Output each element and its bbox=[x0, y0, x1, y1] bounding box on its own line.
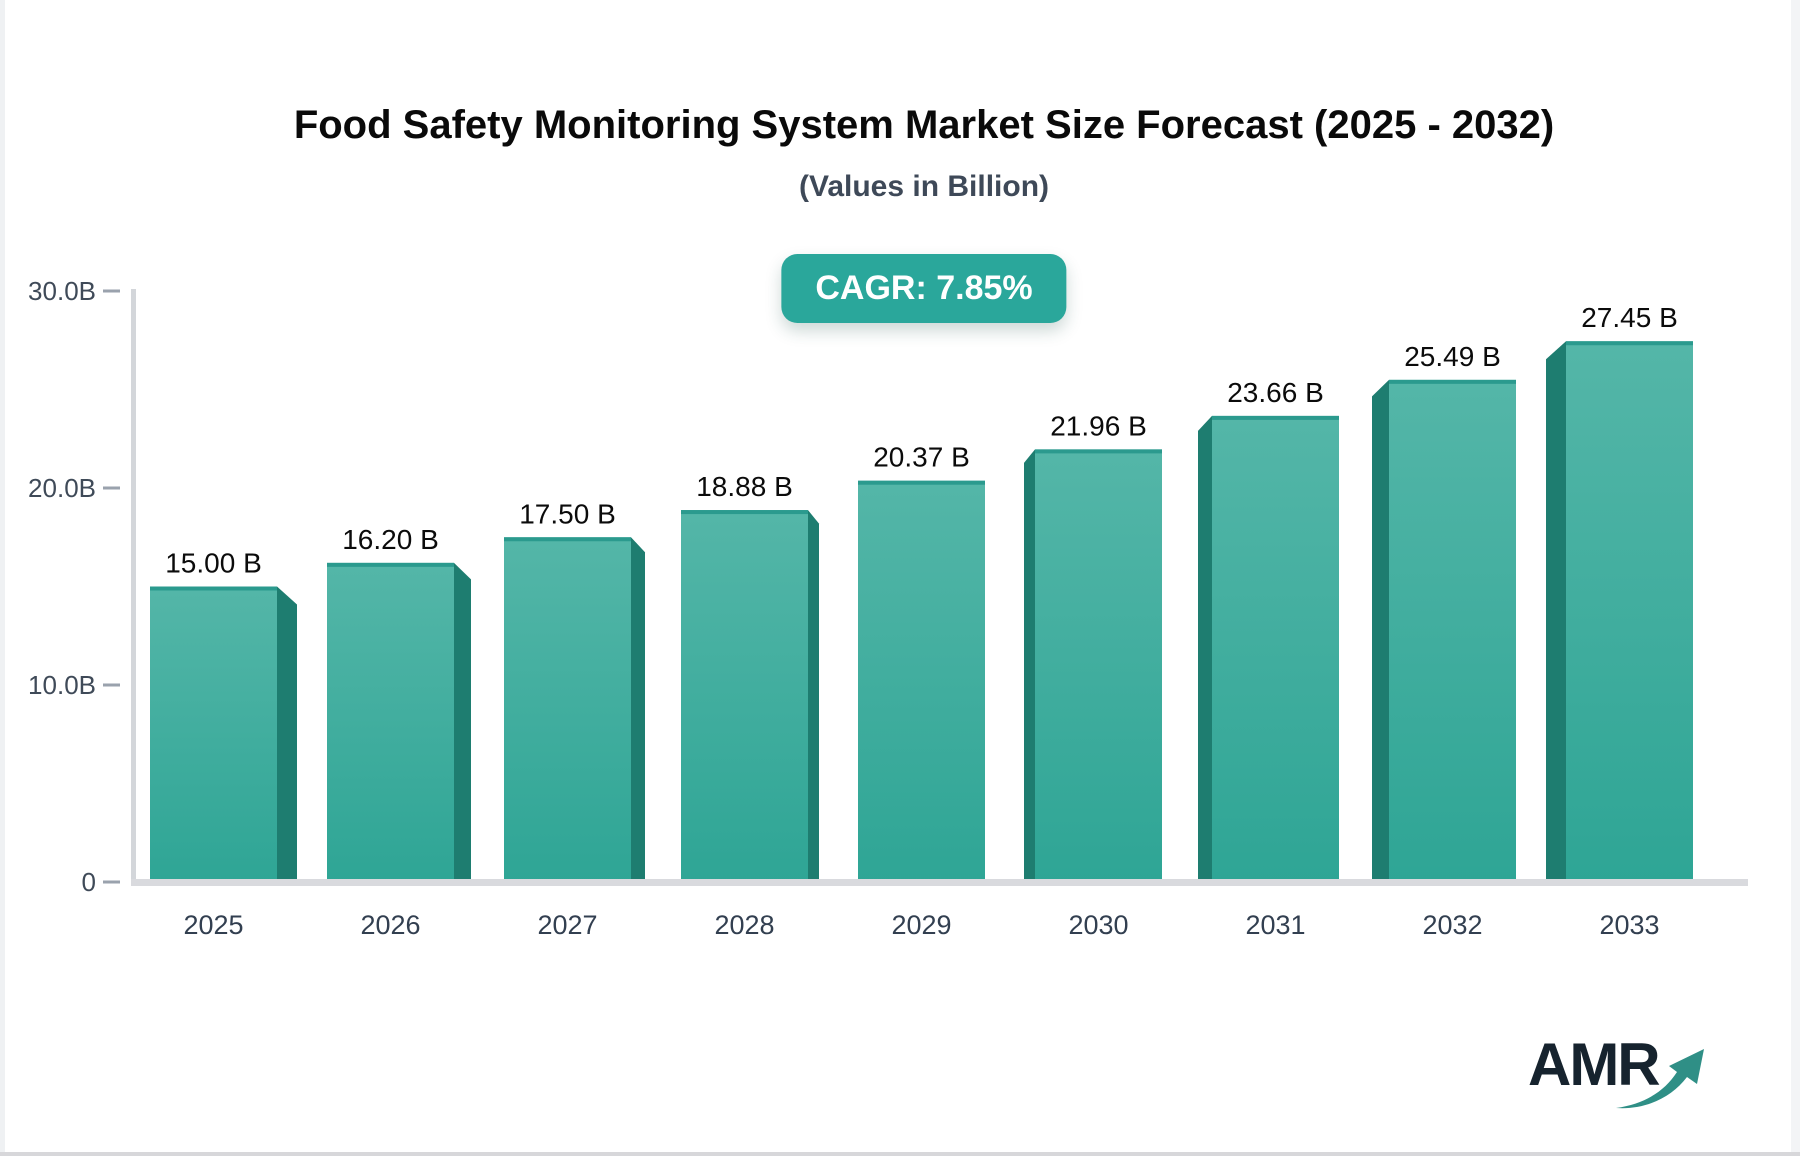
amr-logo-text: AMR bbox=[1528, 1031, 1661, 1098]
value-label-2032: 25.49 B bbox=[1404, 341, 1501, 372]
x-axis-label-2031: 2031 bbox=[1245, 910, 1305, 940]
amr-logo: AMR bbox=[1528, 1030, 1718, 1120]
bar-side-face bbox=[277, 586, 297, 885]
bar-top-edge bbox=[1566, 341, 1693, 346]
bar-top-edge bbox=[327, 562, 454, 567]
y-axis-label-0: 0 bbox=[82, 867, 96, 897]
bar-main-face bbox=[327, 562, 454, 885]
bar-top-edge bbox=[150, 586, 277, 591]
bar-main-face bbox=[504, 537, 631, 885]
x-axis-label-2029: 2029 bbox=[891, 910, 951, 940]
bar-group-2026: 16.20 B 2026 bbox=[327, 524, 471, 940]
bar-side-face bbox=[1546, 341, 1566, 885]
bar-side-face bbox=[1024, 449, 1035, 885]
bar-group-2031: 23.66 B 2031 bbox=[1198, 377, 1339, 940]
y-axis-label-10.0B: 10.0B bbox=[28, 670, 96, 700]
value-label-2029: 20.37 B bbox=[873, 442, 970, 473]
bar-side-face bbox=[1198, 415, 1212, 885]
x-axis-label-2033: 2033 bbox=[1599, 910, 1659, 940]
bar-side-face bbox=[1372, 379, 1389, 885]
value-label-2031: 23.66 B bbox=[1227, 377, 1324, 408]
bar-top-edge bbox=[1212, 415, 1339, 420]
bar-main-face bbox=[1389, 379, 1516, 885]
bar-main-face bbox=[858, 480, 985, 885]
page-edge-right bbox=[1791, 0, 1800, 1156]
bar-group-2033: 27.45 B 2033 bbox=[1546, 302, 1693, 940]
bar-main-face bbox=[1035, 449, 1162, 885]
bar-side-face bbox=[631, 537, 645, 885]
y-axis-label-20.0B: 20.0B bbox=[28, 473, 96, 503]
x-axis-baseline bbox=[131, 879, 1748, 886]
value-label-2033: 27.45 B bbox=[1581, 302, 1678, 333]
x-axis-label-2030: 2030 bbox=[1068, 910, 1128, 940]
bar-main-face bbox=[1212, 415, 1339, 885]
bar-group-2028: 18.88 B 2028 bbox=[681, 471, 819, 940]
bar-main-face bbox=[150, 586, 277, 885]
x-axis-label-2028: 2028 bbox=[714, 910, 774, 940]
bar-group-2032: 25.49 B 2032 bbox=[1372, 341, 1516, 940]
bar-top-edge bbox=[504, 537, 631, 542]
bar-main-face bbox=[1566, 341, 1693, 885]
x-axis-label-2025: 2025 bbox=[183, 910, 243, 940]
bar-top-edge bbox=[858, 480, 985, 485]
growth-arrow-icon bbox=[1616, 1049, 1704, 1109]
cagr-badge: CAGR: 7.85% bbox=[781, 254, 1067, 323]
page-edge-left bbox=[0, 0, 5, 1156]
bar-side-face bbox=[808, 510, 819, 885]
bar-group-2029: 20.37 B 2029 bbox=[858, 442, 985, 940]
page-subtitle: (Values in Billion) bbox=[798, 170, 1050, 203]
bar-group-2030: 21.96 B 2030 bbox=[1024, 410, 1162, 940]
bar-side-face bbox=[454, 562, 471, 885]
value-label-2027: 17.50 B bbox=[519, 498, 616, 529]
page-title: Food Safety Monitoring System Market Siz… bbox=[293, 103, 1555, 147]
value-label-2026: 16.20 B bbox=[342, 524, 439, 555]
bar-top-edge bbox=[681, 510, 808, 515]
bar-group-2025: 15.00 B 2025 bbox=[150, 548, 297, 940]
bar-main-face bbox=[681, 510, 808, 885]
bar-group-2027: 17.50 B 2027 bbox=[504, 498, 645, 940]
bar-top-edge bbox=[1389, 379, 1516, 384]
y-axis-line bbox=[131, 289, 136, 884]
y-axis-label-30.0B: 30.0B bbox=[28, 276, 96, 306]
x-axis-label-2032: 2032 bbox=[1422, 910, 1482, 940]
bar-top-edge bbox=[1035, 449, 1162, 454]
x-axis-label-2027: 2027 bbox=[537, 910, 597, 940]
x-axis-label-2026: 2026 bbox=[360, 910, 420, 940]
value-label-2030: 21.96 B bbox=[1050, 410, 1147, 441]
page-edge-bottom bbox=[0, 1152, 1800, 1156]
value-label-2028: 18.88 B bbox=[696, 471, 793, 502]
value-label-2025: 15.00 B bbox=[165, 548, 262, 579]
